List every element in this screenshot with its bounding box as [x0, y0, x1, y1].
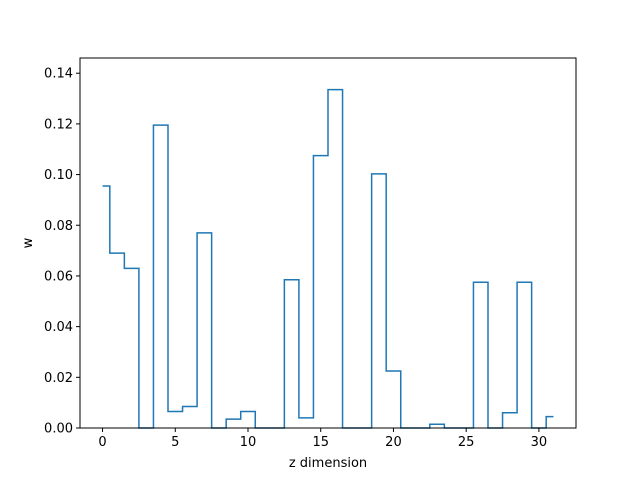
x-tick-label: 20 [385, 435, 402, 450]
y-tick-label: 0.04 [44, 320, 73, 335]
plot-frame [79, 57, 577, 429]
x-tick-label: 25 [458, 435, 475, 450]
x-axis: 0 5 10 15 20 25 30 [98, 428, 547, 450]
x-tick-label: 10 [240, 435, 257, 450]
x-axis-label: z dimension [289, 456, 367, 471]
y-tick-label: 0.10 [44, 168, 73, 183]
y-tick-label: 0.06 [44, 269, 73, 284]
x-tick-label: 0 [98, 435, 106, 450]
series-line-0 [102, 88, 554, 429]
y-tick-label: 0.02 [44, 371, 73, 386]
x-tick-label: 5 [171, 435, 179, 450]
series-layer [102, 88, 554, 429]
x-tick-label: 30 [531, 435, 548, 450]
y-tick-label: 0.12 [44, 117, 73, 132]
x-tick-label: 15 [312, 435, 329, 450]
y-tick-label: 0.14 [44, 67, 73, 82]
y-tick-label: 0.08 [44, 219, 73, 234]
y-axis-label: w [21, 237, 36, 248]
y-axis: 0.00 0.02 0.04 0.06 0.08 0.10 0.12 0.14 [44, 67, 80, 437]
y-tick-label: 0.00 [44, 422, 73, 437]
